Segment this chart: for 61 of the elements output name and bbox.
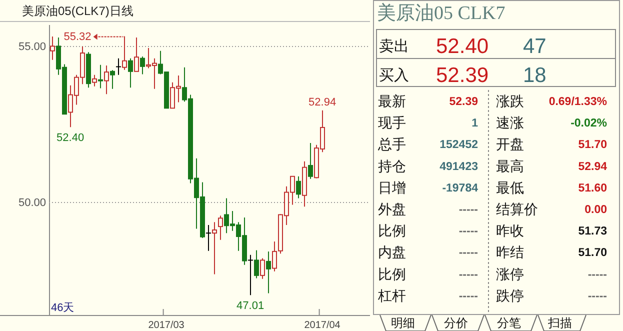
annotation: 52.94 <box>308 96 336 108</box>
text: 51.70 <box>578 247 607 260</box>
text: 分笔 <box>497 316 521 330</box>
text: 买入 <box>379 67 409 84</box>
text: 内盘 <box>378 244 406 260</box>
text: 跌停 <box>496 287 524 304</box>
annotation: 55.32 <box>64 31 92 44</box>
text: 152452 <box>440 139 478 152</box>
text: 比例 <box>378 266 406 282</box>
text: ----- <box>458 226 478 238</box>
text: 0.00 <box>584 204 607 216</box>
text: 47 <box>523 35 546 58</box>
text: 开盘 <box>496 136 524 152</box>
text: 52.39 <box>436 64 489 87</box>
text: -19784 <box>442 182 478 194</box>
title: 美原油05 CLK7 <box>377 3 506 24</box>
text: ----- <box>458 290 478 302</box>
text: ----- <box>588 268 607 281</box>
text: 1 <box>472 118 478 130</box>
text: 卖出 <box>379 38 409 55</box>
text: 涨跌 <box>496 93 524 109</box>
text: 18 <box>523 64 546 87</box>
ytick: 55.00 <box>18 41 46 54</box>
xtick: 2017/03 <box>148 320 184 331</box>
text: 51.70 <box>578 139 607 152</box>
text: 52.40 <box>436 35 489 58</box>
text: 51.60 <box>578 182 607 194</box>
text: 比例 <box>378 222 406 239</box>
text: 昨结 <box>496 244 524 260</box>
text: 0.69/1.33% <box>548 96 607 108</box>
text: 总手 <box>378 136 406 152</box>
text: 现手 <box>378 114 406 131</box>
text: 外盘 <box>378 201 406 217</box>
text: 52.94 <box>578 160 607 173</box>
title: 美原油05(CLK7)日线 <box>22 4 134 18</box>
text: 结算价 <box>496 201 538 217</box>
xtick: 2017/04 <box>304 320 340 331</box>
text: 分价 <box>444 316 468 330</box>
text: ----- <box>458 204 478 216</box>
text: 杠杆 <box>378 287 406 304</box>
text: 明细 <box>391 316 415 330</box>
text: 最低 <box>496 179 524 196</box>
text: 持仓 <box>378 158 406 174</box>
text: 日增 <box>378 179 406 196</box>
text: 扫描 <box>548 316 572 330</box>
text: 52.39 <box>449 96 478 108</box>
text: 最高 <box>496 158 524 174</box>
text: ----- <box>458 268 478 281</box>
text: -0.02% <box>570 118 607 130</box>
annotation: 47.01 <box>236 300 264 312</box>
text: 昨收 <box>496 222 524 239</box>
text: 491423 <box>440 160 478 173</box>
text: ----- <box>458 247 478 260</box>
annotation: 46天 <box>51 302 74 314</box>
text: 最新 <box>378 93 406 109</box>
ytick: 50.00 <box>18 196 46 209</box>
text: 涨停 <box>496 266 524 282</box>
annotation: 52.40 <box>56 132 84 144</box>
text: 速涨 <box>496 114 524 131</box>
text: ----- <box>588 290 607 302</box>
text: 51.73 <box>578 226 607 238</box>
